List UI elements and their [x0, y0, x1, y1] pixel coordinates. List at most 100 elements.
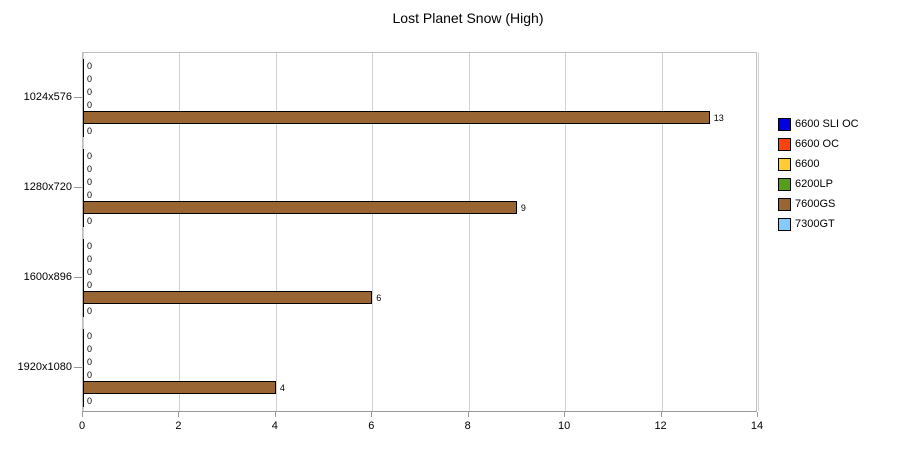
zero-bar: [83, 278, 84, 291]
legend-swatch: [778, 137, 791, 151]
legend-label: 6200LP: [795, 178, 833, 190]
legend: 6600 SLI OC 6600 OC 6600 6200LP 7600GS 7300GT: [778, 114, 859, 234]
bar-value-label: 0: [87, 343, 93, 354]
zero-bar: [83, 162, 84, 175]
bar-value-label: 0: [87, 99, 93, 110]
bar-row: 9: [83, 201, 756, 214]
gridline: [468, 53, 470, 411]
legend-label: 6600 SLI OC: [795, 118, 859, 130]
zero-bar: [83, 394, 84, 407]
zero-bar: [83, 368, 84, 381]
x-axis-tick: [178, 412, 180, 417]
bar-row: 0: [83, 98, 756, 111]
bar: [83, 201, 517, 214]
x-axis-tick: [82, 412, 83, 417]
legend-item: 7300GT: [778, 214, 859, 234]
zero-bar: [83, 329, 84, 342]
bar-row: 0: [83, 252, 756, 265]
gridline: [83, 53, 84, 411]
bar-row: 0: [83, 265, 756, 278]
bar: [83, 381, 276, 394]
bar-row: 0: [83, 355, 756, 368]
bar-row: 0: [83, 239, 756, 252]
x-tick-label: 14: [750, 420, 764, 432]
bar-row: 0: [83, 59, 756, 72]
bar-row: 0: [83, 175, 756, 188]
zero-bar: [83, 214, 84, 227]
y-axis-tick: [74, 277, 82, 278]
bar-row: 13: [83, 111, 756, 124]
gridline: [179, 53, 181, 411]
bar-value-label: 0: [87, 330, 93, 341]
bar-value-label: 13: [713, 112, 724, 123]
x-axis-tick: [274, 412, 276, 417]
bar-value-label: 0: [87, 150, 93, 161]
bar-value-label: 0: [87, 60, 93, 71]
bar-value-label: 0: [87, 189, 93, 200]
x-axis-tick: [564, 412, 566, 417]
zero-bar: [83, 72, 84, 85]
bar-row: 0: [83, 188, 756, 201]
bar-group: 0 0 0 0 6 0: [83, 233, 756, 323]
y-axis-tick: [74, 187, 82, 188]
legend-swatch: [778, 217, 791, 231]
bar-row: 0: [83, 304, 756, 317]
legend-label: 6600 OC: [795, 138, 840, 150]
x-tick-label: 6: [368, 420, 375, 432]
zero-bar: [83, 252, 84, 265]
legend-swatch: [778, 197, 791, 211]
bar-row: 0: [83, 214, 756, 227]
bar: [83, 111, 710, 124]
zero-bar: [83, 239, 84, 252]
bar-value-label: 6: [376, 292, 382, 303]
bar-value-label: 0: [87, 215, 93, 226]
gridline: [565, 53, 567, 411]
gridline: [661, 53, 663, 411]
bar-row: 0: [83, 124, 756, 137]
bar-value-label: 0: [87, 163, 93, 174]
gridline: [758, 53, 759, 411]
category-label: 1024x576: [23, 91, 72, 103]
x-tick-label: 2: [175, 420, 182, 432]
legend-swatch: [778, 177, 791, 191]
bar-row: 0: [83, 72, 756, 85]
plot-area: 0 0 0 0 13 0 0 0 0 0 9 0 0 0 0 0 6 0 0 0 0 0 4 0: [82, 52, 759, 413]
legend-swatch: [778, 157, 791, 171]
y-axis-tick: [74, 367, 82, 368]
zero-bar: [83, 98, 84, 111]
legend-label: 6600: [795, 158, 820, 170]
bar-group: 0 0 0 0 4 0: [83, 323, 756, 413]
bar-row: 0: [83, 149, 756, 162]
bar-value-label: 0: [87, 86, 93, 97]
category-label: 1920x1080: [17, 361, 72, 373]
chart-title: Lost Planet Snow (High): [392, 10, 544, 26]
bar-value-label: 0: [87, 395, 93, 406]
bar-value-label: 0: [87, 356, 93, 367]
bar-value-label: 0: [87, 240, 93, 251]
bar-value-label: 0: [87, 253, 93, 264]
legend-swatch: [778, 117, 791, 131]
bar-value-label: 0: [87, 73, 93, 84]
zero-bar: [83, 355, 84, 368]
legend-item: 6200LP: [778, 174, 859, 194]
zero-bar: [83, 342, 84, 355]
x-tick-label: 12: [654, 420, 667, 432]
bar-value-label: 0: [87, 125, 93, 136]
x-axis-tick: [467, 412, 469, 417]
category-label: 1280x720: [23, 181, 72, 193]
x-axis-tick: [371, 412, 373, 417]
x-tick-label: 4: [271, 420, 278, 432]
bar-row: 4: [83, 381, 756, 394]
zero-bar: [83, 124, 84, 137]
gridline: [372, 53, 374, 411]
category-label: 1600x896: [23, 271, 72, 283]
bar-row: 0: [83, 368, 756, 381]
bar-value-label: 0: [87, 369, 93, 380]
zero-bar: [83, 188, 84, 201]
zero-bar: [83, 304, 84, 317]
bar-row: 0: [83, 342, 756, 355]
x-axis-tick: [660, 412, 662, 417]
bar-value-label: 0: [87, 305, 93, 316]
x-axis-tick: [757, 412, 758, 417]
